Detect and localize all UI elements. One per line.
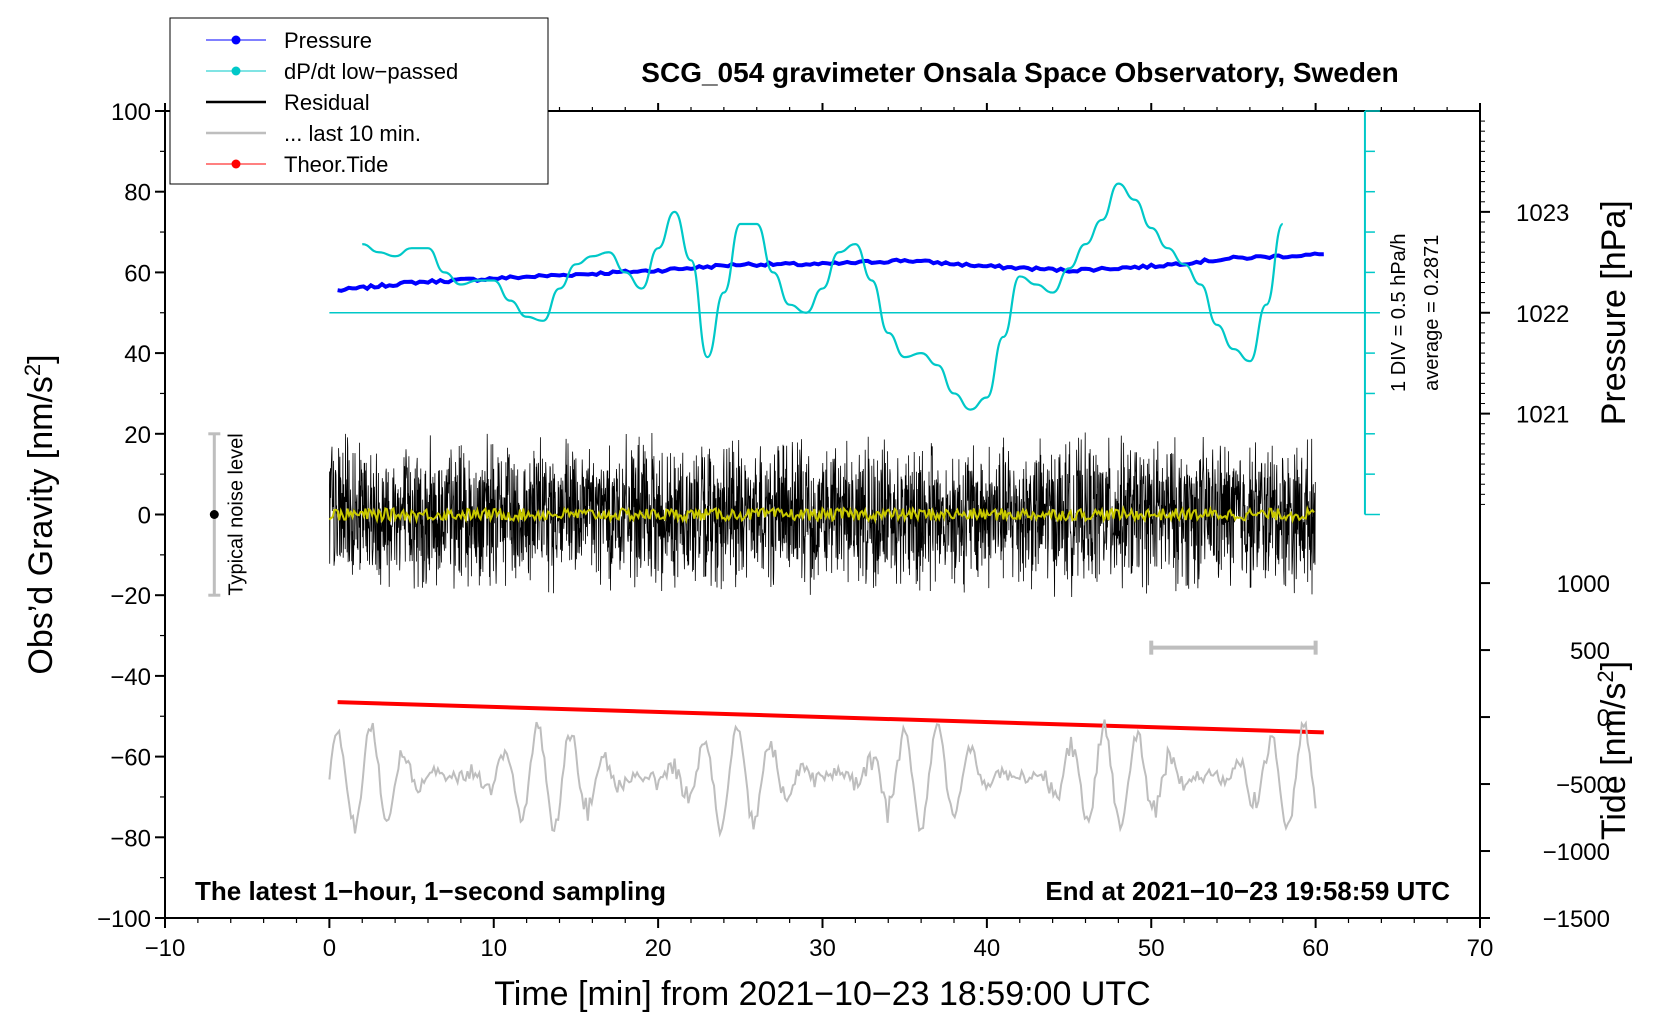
series-residual xyxy=(328,432,1316,598)
series-dp-dt-low-passed xyxy=(362,182,1284,411)
noise-label: Typical noise level xyxy=(225,433,247,595)
x-tick-label: 50 xyxy=(1138,935,1165,962)
series-theor-tide xyxy=(337,700,1324,735)
dpdt-div-label: 1 DIV = 0.5 hPa/h xyxy=(1388,234,1410,392)
x-tick-label: 10 xyxy=(480,935,507,962)
y-axis-title-part: ] xyxy=(22,354,60,363)
tide-tick-label: −500 xyxy=(1556,772,1610,799)
legend-marker xyxy=(231,35,241,45)
legend-label: Residual xyxy=(284,90,370,115)
tide-axis-title-part: ] xyxy=(1595,661,1633,670)
noise-bar-center xyxy=(209,510,219,519)
y-tick-label: −100 xyxy=(97,906,151,933)
legend-marker xyxy=(231,66,241,76)
y-tick-label: 40 xyxy=(124,341,151,368)
pressure-axis-title: Pressure [hPa] xyxy=(1595,200,1633,425)
pressure-tick-label: 1021 xyxy=(1516,402,1569,429)
legend-label: Theor.Tide xyxy=(284,152,388,177)
legend-marker xyxy=(231,159,241,169)
y-axis-title: Obs’d Gravity [nm/s2] xyxy=(20,354,61,674)
dpdt-average-label: average = 0.2871 xyxy=(1421,235,1443,391)
x-axis-title: Time [min] from 2021−10−23 18:59:00 UTC xyxy=(494,975,1150,1013)
y-tick-label: 100 xyxy=(111,99,151,126)
x-tick-label: 20 xyxy=(645,935,672,962)
legend-label: dP/dt low−passed xyxy=(284,59,458,84)
x-tick-label: 70 xyxy=(1467,935,1494,962)
note-right: End at 2021−10−23 19:58:59 UTC xyxy=(1045,876,1450,906)
y-tick-label: −80 xyxy=(110,825,151,852)
y-tick-label: −60 xyxy=(110,745,151,772)
y-tick-label: 60 xyxy=(124,260,151,287)
tide-tick-label: −1500 xyxy=(1543,906,1610,933)
y-tick-label: 80 xyxy=(124,180,151,207)
pressure-axis-title-part: Pressure [hPa] xyxy=(1595,200,1633,425)
series-pressure xyxy=(337,251,1324,293)
y-tick-label: 0 xyxy=(138,503,151,530)
series-layer xyxy=(208,182,1324,838)
tide-tick-label: 0 xyxy=(1597,705,1610,732)
note-left: The latest 1−hour, 1−second sampling xyxy=(195,876,666,906)
tide-tick-label: 1000 xyxy=(1557,571,1610,598)
x-tick-label: 60 xyxy=(1302,935,1329,962)
y-tick-label: 20 xyxy=(124,422,151,449)
pressure-tick-label: 1022 xyxy=(1516,301,1569,328)
y-tick-label: −20 xyxy=(110,583,151,610)
x-tick-label: 40 xyxy=(974,935,1001,962)
pressure-tick-label: 1023 xyxy=(1516,200,1569,227)
axes-layer xyxy=(155,103,1490,928)
y-axis-title-part: 2 xyxy=(20,364,45,376)
legend-label: ... last 10 min. xyxy=(284,121,421,146)
series-tide-residual-overlay xyxy=(328,719,1317,838)
tide-axis-title-part: Tide [nm/s xyxy=(1595,683,1633,840)
tide-tick-label: −1000 xyxy=(1543,839,1610,866)
x-tick-label: −10 xyxy=(145,935,186,962)
x-tick-label: 30 xyxy=(809,935,836,962)
series-residual-mean xyxy=(328,505,1315,525)
x-tick-label: 0 xyxy=(323,935,336,962)
legend: Pressure dP/dt low−passed Residual ... last… xyxy=(169,17,549,185)
tide-axis-title-part: 2 xyxy=(1593,670,1618,682)
y-axis-title-part: Obs’d Gravity [nm/s xyxy=(22,376,60,675)
labels-layer: −10 0 10 20 30 40 50 60 70100806040200−20−40−60−… xyxy=(20,57,1634,1013)
tide-tick-label: 500 xyxy=(1570,638,1610,665)
chart-title: SCG_054 gravimeter Onsala Space Observat… xyxy=(641,57,1398,88)
legend-label: Pressure xyxy=(284,28,372,53)
tide-axis-title: Tide [nm/s2] xyxy=(1593,661,1634,840)
y-tick-label: −40 xyxy=(110,664,151,691)
